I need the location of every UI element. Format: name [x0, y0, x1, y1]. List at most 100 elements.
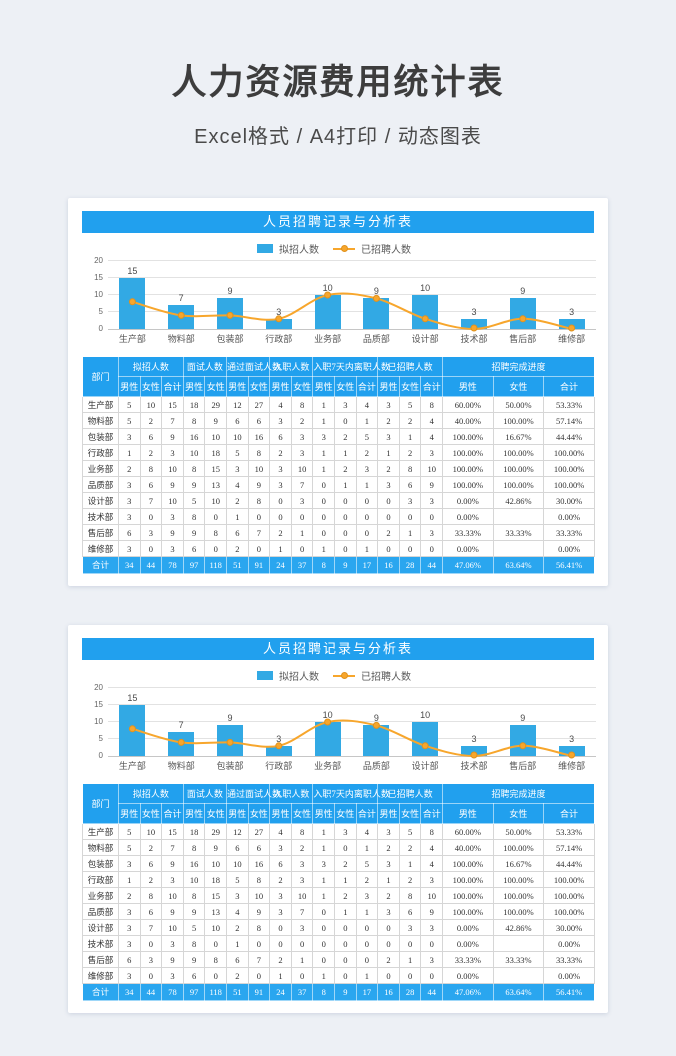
x-category-label: 技术部 — [460, 334, 488, 344]
bar-value-label: 10 — [322, 710, 333, 720]
value-cell: 0 — [398, 508, 422, 525]
total-value-cell: 24 — [269, 556, 292, 574]
value-cell: 8 — [182, 460, 206, 477]
value-cell: 0.00% — [543, 540, 595, 557]
value-cell: 0 — [312, 951, 336, 968]
value-cell: 29 — [204, 823, 228, 840]
line-marker — [519, 315, 527, 323]
header-sub-cell: 女性 — [334, 376, 357, 397]
value-cell: 1 — [312, 460, 336, 477]
value-cell: 2 — [118, 460, 141, 477]
value-cell: 0 — [139, 540, 163, 557]
value-cell — [492, 508, 545, 525]
value-cell: 10 — [226, 428, 249, 445]
table-row: 业务部 2 8 10 8 15 3 10 3 10 1 2 3 2 8 10 100.00% 100.00% 100… — [82, 887, 595, 904]
table-row: 包装部 3 6 9 16 10 10 16 6 3 3 2 5 3 1 4 100.00% 16.67% 44.44… — [82, 428, 595, 445]
planned-bar — [558, 318, 585, 329]
x-category-label: 包装部 — [216, 761, 244, 771]
y-tick-label: 5 — [98, 307, 103, 316]
value-cell: 3 — [118, 492, 141, 509]
value-cell: 0 — [398, 540, 422, 557]
value-cell: 4 — [269, 823, 292, 840]
value-cell: 0 — [269, 935, 292, 952]
total-value-cell: 118 — [204, 983, 228, 1001]
value-cell: 0 — [312, 492, 336, 509]
combo-chart: 0 5 10 15 20 15 7 9 3 10 9 10 3 9 3 — [82, 257, 596, 333]
value-cell: 0 — [355, 935, 379, 952]
planned-bar — [509, 725, 536, 756]
header-group-cell: 拟招人数 — [118, 783, 184, 804]
header-group-cell: 面试人数 — [182, 783, 228, 804]
value-cell: 1 — [226, 508, 249, 525]
value-cell: 6 — [226, 412, 249, 429]
total-value-cell: 16 — [377, 556, 400, 574]
value-cell: 2 — [334, 428, 357, 445]
total-value-cell: 56.41% — [543, 556, 595, 574]
dept-header-cell: 部门 — [82, 783, 119, 824]
value-cell: 3 — [161, 540, 184, 557]
value-cell: 0 — [312, 919, 336, 936]
value-cell: 3 — [334, 396, 357, 413]
value-cell: 2 — [226, 492, 249, 509]
total-value-cell: 91 — [247, 556, 271, 574]
header-sub-cell: 女性 — [139, 803, 163, 824]
value-cell: 2 — [118, 887, 141, 904]
bar-category: 9 — [352, 261, 401, 329]
dept-cell: 售后部 — [82, 951, 119, 968]
value-cell: 6 — [182, 967, 206, 984]
value-cell: 10 — [204, 492, 228, 509]
value-cell: 3 — [377, 823, 400, 840]
value-cell: 100.00% — [442, 428, 494, 445]
value-cell: 8 — [139, 887, 163, 904]
x-category-label: 物料部 — [167, 761, 195, 771]
total-label-cell: 合计 — [82, 556, 119, 574]
value-cell: 0 — [334, 839, 357, 856]
header-sub-cell: 女性 — [204, 376, 228, 397]
table-row: 业务部 2 8 10 8 15 3 10 3 10 1 2 3 2 8 10 100.00% 100.00% 100… — [82, 460, 595, 477]
total-row: 合计 34 44 78 97 118 51 91 24 37 8 9 17 16 28 44 47.06% 63.… — [82, 983, 595, 1001]
line-marker — [275, 315, 283, 323]
value-cell: 2 — [290, 412, 314, 429]
dept-cell: 设计部 — [82, 919, 119, 936]
value-cell: 10 — [247, 460, 271, 477]
value-cell: 10 — [182, 871, 206, 888]
total-value-cell: 8 — [312, 983, 336, 1001]
value-cell: 8 — [247, 871, 271, 888]
chart-plot: 15 7 9 3 10 9 10 3 9 3 — [108, 260, 596, 332]
value-cell: 0 — [334, 508, 357, 525]
planned-bar — [314, 722, 341, 756]
value-cell: 1 — [377, 871, 400, 888]
value-cell: 0 — [334, 919, 357, 936]
total-value-cell: 28 — [398, 556, 422, 574]
value-cell: 3 — [269, 460, 292, 477]
value-cell: 6 — [269, 855, 292, 872]
total-value-cell: 44 — [420, 983, 444, 1001]
planned-bar — [314, 295, 341, 329]
value-cell: 2 — [139, 444, 163, 461]
value-cell: 3 — [118, 919, 141, 936]
header-group-cell: 通过面试人数 — [226, 356, 281, 377]
x-category-label: 技术部 — [460, 761, 488, 771]
x-category-label: 维修部 — [558, 761, 586, 771]
value-cell: 0 — [377, 967, 400, 984]
value-cell: 1 — [312, 396, 336, 413]
value-cell: 0.00% — [442, 935, 494, 952]
total-value-cell: 17 — [355, 556, 379, 574]
value-cell: 2 — [377, 412, 400, 429]
value-cell: 10 — [139, 823, 163, 840]
value-cell: 6 — [139, 476, 163, 493]
value-cell: 1 — [355, 476, 379, 493]
dept-header-cell: 部门 — [82, 356, 119, 397]
value-cell: 2 — [334, 460, 357, 477]
recruitment-table: 部门 拟招人数 面试人数 通过面试人数 入职人数 入职7天内离职人数 已招聘人数 招聘完成进度… — [82, 783, 595, 1001]
value-cell: 10 — [161, 492, 184, 509]
x-category-label: 生产部 — [118, 334, 146, 344]
total-value-cell: 44 — [139, 556, 163, 574]
bar-value-label: 9 — [373, 713, 379, 724]
value-cell: 8 — [247, 444, 271, 461]
value-cell: 2 — [269, 444, 292, 461]
value-cell: 0 — [269, 919, 292, 936]
bar-category: 10 — [401, 688, 450, 756]
legend-bar-label: 拟招人数 — [279, 245, 319, 256]
value-cell: 15 — [204, 460, 228, 477]
